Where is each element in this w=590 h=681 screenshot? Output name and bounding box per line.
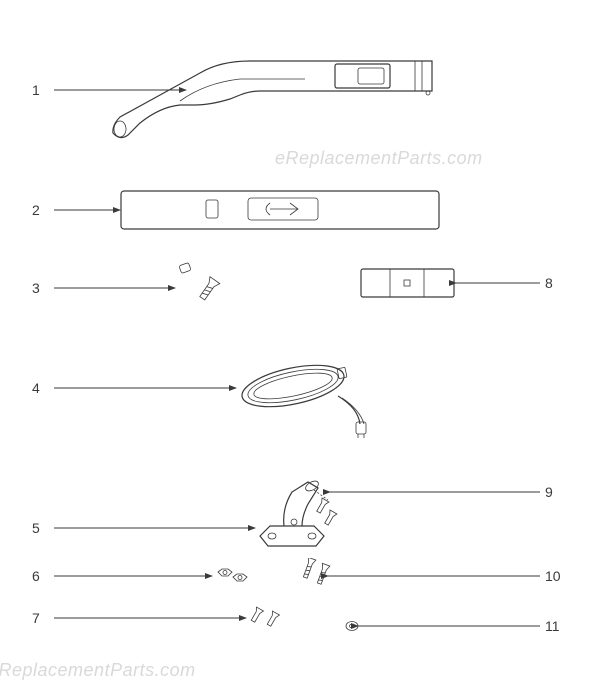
diagram-container: eReplacementParts.com eReplacementParts.… [0,0,590,678]
callout-5: 5 [32,520,40,536]
callout-6: 6 [32,568,40,584]
part-tube [120,190,440,230]
callout-11: 11 [545,618,560,634]
callout-9: 9 [545,484,553,500]
callout-7: 7 [32,610,40,626]
part-nuts-6 [215,568,249,584]
part-cord [238,358,388,438]
part-plate-8 [360,268,455,298]
callout-3: 3 [32,280,40,296]
callout-10: 10 [545,568,561,584]
part-handle [110,55,435,140]
callout-4: 4 [32,380,40,396]
part-washer-11 [345,620,359,632]
part-swivel [258,478,348,558]
callout-8: 8 [545,275,553,291]
part-screws-3 [178,260,228,310]
callout-1: 1 [32,82,40,98]
callout-2: 2 [32,202,40,218]
part-screws-7 [248,606,282,630]
part-screws-10 [300,558,332,588]
